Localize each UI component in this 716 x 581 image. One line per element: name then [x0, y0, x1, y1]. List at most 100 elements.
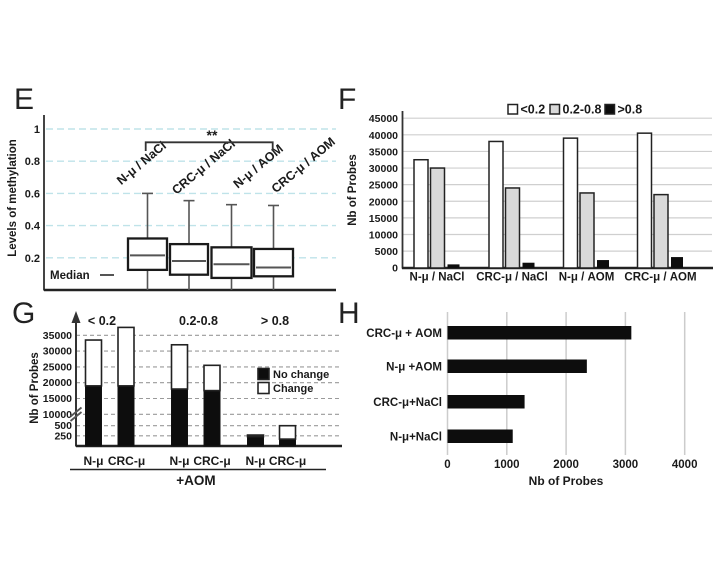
x-tick-label: 2000 [553, 459, 579, 471]
box [126, 237, 169, 272]
x-axis-label: Nb of Probes [529, 474, 604, 488]
bar-change [117, 326, 135, 387]
x-category-label: N-μ / AOM [559, 272, 615, 284]
y-axis-label: Levels of methylation [7, 139, 19, 257]
panel-label-e: E [14, 83, 35, 116]
axis-break [69, 411, 83, 422]
y-tick-label: 15000 [43, 393, 72, 405]
box [252, 247, 295, 278]
legend-label: >0.8 [618, 103, 643, 117]
y-tick-label: 0.4 [25, 221, 41, 233]
bar-no-change [85, 385, 102, 447]
y-tick-label: 30000 [43, 346, 72, 358]
y-tick-label: 35000 [43, 330, 72, 342]
panel-label-h: H [338, 297, 360, 330]
y-tick-label: 250 [54, 430, 72, 442]
y-tick-label: 15000 [369, 213, 398, 225]
y-tick-label: 500 [54, 420, 72, 432]
y-tick-label: 1 [34, 124, 40, 136]
legend-label: Change [273, 383, 313, 395]
boxplot-methylation-levels: 1 0.8 0.6 0.4 0.2 Levels of methylation N-μ / … [7, 115, 338, 292]
group-label: < 0.2 [88, 314, 116, 328]
horizontal-bar-chart-probes: 0 1000 2000 3000 4000 CRC-μ + AOM N-μ +AOM CRC-… [366, 312, 698, 488]
x-category-label: N-μ [245, 454, 265, 468]
bar [653, 193, 669, 269]
bar [597, 260, 609, 268]
bar-no-change [203, 390, 221, 447]
bar-change [278, 424, 297, 440]
bar-no-change [247, 436, 264, 447]
x-category-label: N-μ [169, 454, 189, 468]
group-label: > 0.8 [261, 314, 289, 328]
x-tick-label: 4000 [672, 459, 698, 471]
bar [522, 262, 535, 268]
y-tick-label: 10000 [369, 229, 398, 241]
significance-stars: ** [207, 127, 218, 143]
bar [447, 359, 587, 373]
legend-swatch [604, 103, 616, 115]
x-annotation: +AOM [176, 473, 215, 488]
x-category-label: N-μ / NaCl [410, 272, 465, 284]
box-category-label: CRC-μ / NaCl [169, 137, 238, 198]
box [168, 242, 210, 276]
axis-break [69, 406, 83, 418]
bar [488, 140, 504, 269]
y-tick-label: 10000 [43, 409, 72, 421]
y-category-label: CRC-μ+NaCl [373, 397, 442, 409]
y-tick-label: 20000 [43, 377, 72, 389]
bar [447, 395, 525, 409]
bar [579, 192, 595, 269]
x-category-label: CRC-μ [269, 454, 306, 468]
y-tick-label: 35000 [369, 146, 398, 158]
x-tick-label: 0 [444, 459, 450, 471]
bar-change [246, 434, 265, 438]
y-tick-label: 0.6 [25, 188, 40, 200]
median-legend-label: Median [50, 270, 90, 282]
bar [562, 137, 579, 269]
y-tick-label: 0.8 [25, 156, 40, 168]
panel-label-g: G [12, 297, 36, 330]
y-axis-label: Nb of Probes [29, 352, 41, 424]
bar [447, 264, 460, 268]
y-tick-label: 25000 [43, 361, 72, 373]
y-tick-label: 30000 [369, 163, 398, 175]
x-tick-label: 1000 [494, 459, 520, 471]
y-tick-label: 20000 [369, 196, 398, 208]
y-tick-label: 0.2 [25, 253, 40, 265]
bar [504, 187, 521, 269]
legend-label: <0.2 [521, 103, 546, 117]
x-category-label: CRC-μ / AOM [624, 272, 696, 284]
legend-swatch [257, 381, 270, 395]
legend-swatch [549, 103, 561, 115]
bar-no-change [171, 388, 188, 447]
x-category-label: N-μ [83, 454, 103, 468]
bar-change [84, 339, 103, 387]
bar [671, 257, 683, 268]
box-category-label: N-μ / NaCl [114, 139, 169, 188]
bar-chart-probes-by-methylation-class: 0 5000 10000 15000 20000 25000 30000 35000 40000… [347, 103, 713, 284]
y-tick-label: 0 [392, 263, 398, 275]
panel-label-f: F [338, 83, 357, 116]
y-category-label: CRC-μ + AOM [366, 328, 442, 340]
legend-label: 0.2-0.8 [563, 103, 602, 117]
y-category-label: N-μ+NaCl [390, 432, 442, 444]
legend-swatch [507, 103, 519, 115]
box [210, 246, 253, 280]
bar [429, 167, 446, 269]
box-category-label: CRC-μ / AOM [269, 135, 338, 196]
x-category-label: CRC-μ [108, 454, 145, 468]
y-tick-label: 5000 [375, 246, 399, 258]
axis-arrow [71, 311, 81, 323]
bar [636, 132, 653, 269]
bar [447, 429, 513, 443]
x-tick-label: 3000 [613, 459, 639, 471]
y-tick-label: 25000 [369, 180, 398, 192]
group-label: 0.2-0.8 [179, 314, 218, 328]
y-tick-label: 45000 [369, 113, 398, 125]
x-category-label: CRC-μ / NaCl [476, 272, 548, 284]
x-category-label: CRC-μ [193, 454, 230, 468]
y-tick-label: 40000 [369, 130, 398, 142]
bar-no-change [117, 385, 135, 447]
